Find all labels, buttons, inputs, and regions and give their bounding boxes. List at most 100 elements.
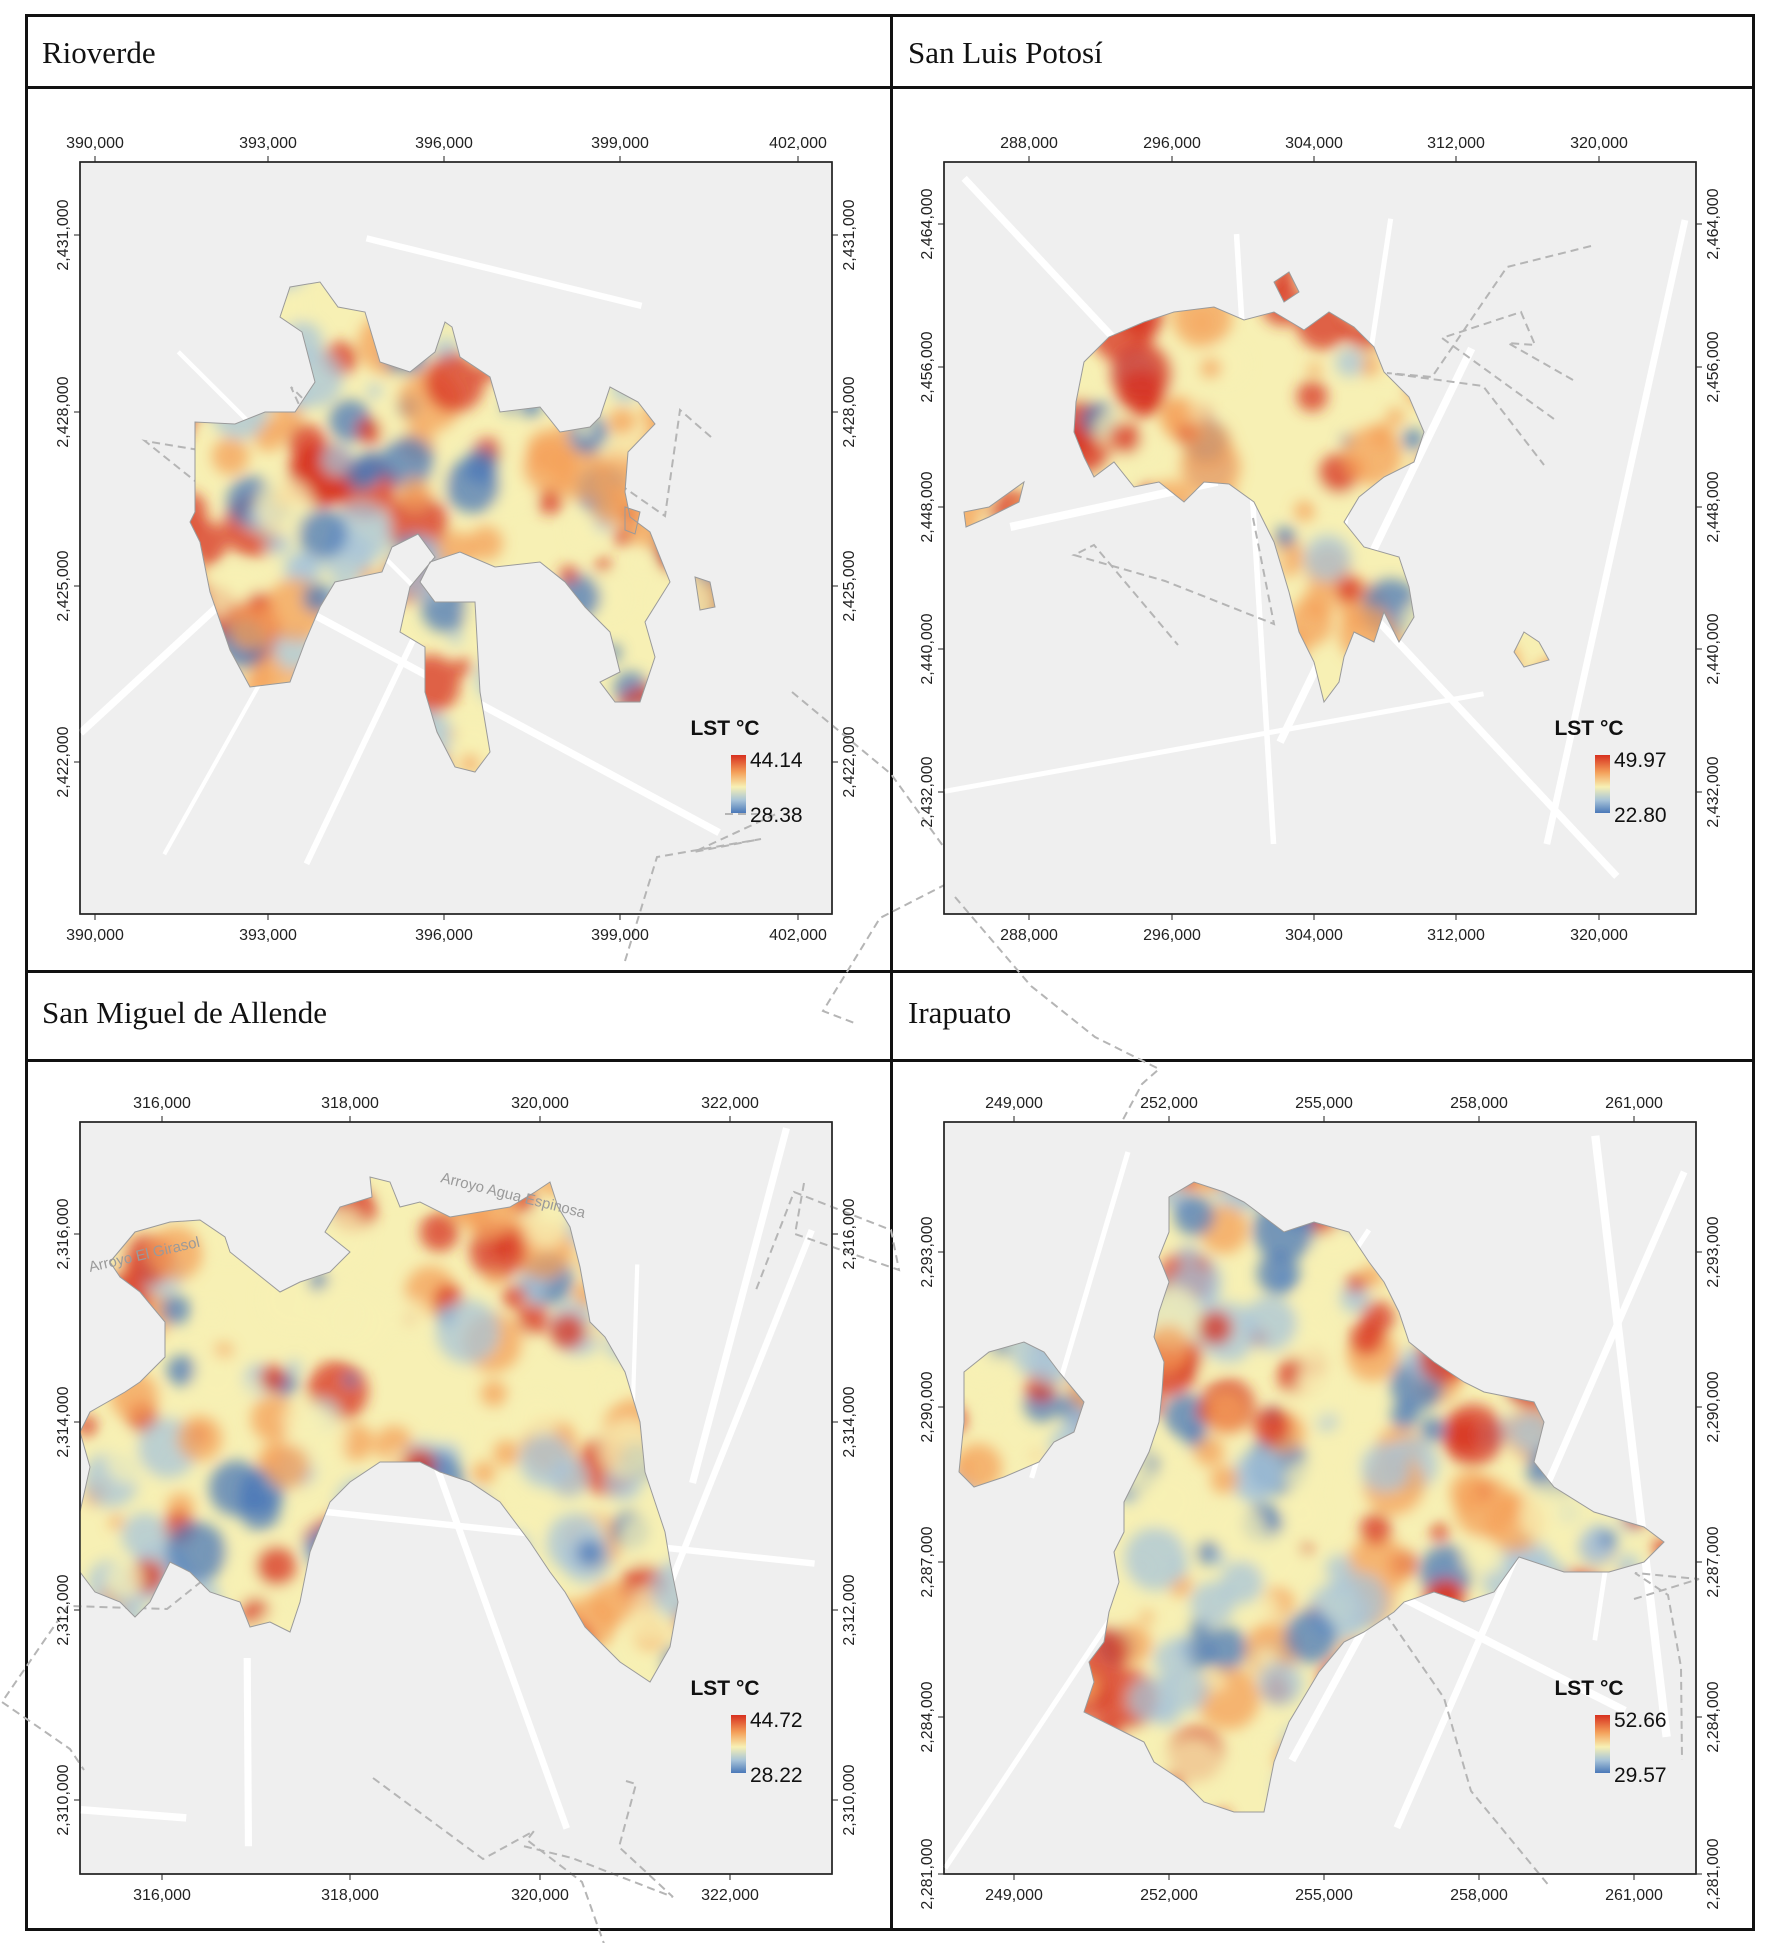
- lst-cell: [367, 383, 382, 399]
- lst-cell: [1304, 534, 1352, 582]
- lst-cell: [1255, 1737, 1270, 1752]
- x-tick-label-bottom: 261,000: [1605, 1887, 1663, 1904]
- lst-cell: [227, 604, 274, 650]
- lst-legend: LST °C 52.66 29.57: [1554, 1677, 1666, 1787]
- lst-cell: [1200, 357, 1222, 379]
- lst-cell: [1401, 428, 1424, 451]
- title-divider-bottom: [28, 1059, 1752, 1062]
- road: [80, 1805, 187, 1822]
- y-tick-label-right: 2,293,000: [1705, 1216, 1722, 1287]
- lst-cell: [1342, 426, 1402, 486]
- lst-cell: [1360, 1513, 1392, 1545]
- lst-cell: [982, 1402, 1000, 1420]
- x-tick-label-top: 296,000: [1143, 135, 1201, 152]
- y-tick-label-right: 2,432,000: [1705, 756, 1722, 827]
- map-frame: [79, 161, 833, 915]
- admin-boundary: [954, 896, 1161, 1173]
- lst-cell: [259, 1364, 287, 1392]
- lst-cell: [608, 407, 637, 436]
- lst-cell: [598, 443, 615, 460]
- lst-cell: [1242, 1296, 1298, 1351]
- lst-legend: LST °C 44.14 28.38: [690, 717, 802, 827]
- lst-cell: [1300, 1542, 1313, 1555]
- admin-boundary: [791, 691, 966, 1025]
- lst-cell: [1109, 421, 1142, 455]
- lst-cell: [502, 1284, 528, 1310]
- lst-cell: [1294, 500, 1315, 522]
- road: [243, 1657, 253, 1847]
- lst-cell: [525, 1206, 568, 1248]
- lst-cell: [1137, 394, 1158, 415]
- map-frame: [943, 1121, 1697, 1875]
- y-tick-label-right: 2,431,000: [841, 199, 858, 270]
- x-tick-label-top: 258,000: [1450, 1095, 1508, 1112]
- legend-color-ramp: [731, 755, 746, 813]
- y-tick-label-right: 2,456,000: [1705, 331, 1722, 402]
- legend-max-value: 44.14: [750, 749, 803, 772]
- road: [1591, 1135, 1671, 1738]
- lst-cell: [419, 1212, 459, 1252]
- lst-cell: [1430, 1523, 1449, 1542]
- y-tick-label-right: 2,428,000: [841, 376, 858, 447]
- city-outline-fragment: [694, 576, 716, 611]
- x-tick-label-bottom: 390,000: [66, 927, 124, 944]
- lst-cell: [208, 1460, 265, 1516]
- lst-cell: [480, 1380, 507, 1407]
- legend-title: LST °C: [690, 717, 759, 740]
- legend-color-ramp: [1595, 1715, 1610, 1773]
- y-tick-label-right: 2,314,000: [841, 1386, 858, 1457]
- lst-cell: [1335, 347, 1365, 377]
- y-tick-label-left: 2,310,000: [55, 1764, 72, 1835]
- map-san-miguel-de-allende: 316,000 316,000 318,000 318,000 320,000 320,0…: [0, 1095, 901, 1943]
- lst-cell: [1286, 1317, 1334, 1365]
- lst-cell: [1274, 526, 1296, 548]
- x-tick-label-bottom: 399,000: [591, 927, 649, 944]
- lst-cell: [460, 753, 480, 772]
- lst-cell: [1360, 1443, 1410, 1493]
- lst-cell: [1358, 354, 1382, 377]
- y-tick-label-left: 2,314,000: [55, 1386, 72, 1457]
- lst-cell: [391, 1299, 430, 1337]
- lst-cell: [1194, 315, 1210, 331]
- lst-cell: [1212, 1504, 1265, 1557]
- legend-max-value: 49.97: [1614, 749, 1667, 772]
- lst-cell: [1161, 397, 1194, 431]
- x-tick-label-bottom: 249,000: [985, 1887, 1043, 1904]
- y-tick-label-right: 2,312,000: [841, 1574, 858, 1645]
- lst-cell: [1204, 1391, 1247, 1433]
- panel-divider-horizontal: [28, 970, 1752, 973]
- lst-cell: [517, 1303, 550, 1336]
- x-tick-label-bottom: 258,000: [1450, 1887, 1508, 1904]
- admin-boundary: [0, 1564, 223, 1771]
- lst-cell: [1386, 407, 1405, 426]
- x-tick-label-bottom: 322,000: [701, 1887, 759, 1904]
- city-outline-fragment: [1513, 631, 1550, 668]
- lst-legend: LST °C 44.72 28.22: [690, 1677, 802, 1787]
- lst-cell: [453, 658, 472, 676]
- x-tick-label-bottom: 304,000: [1285, 927, 1343, 944]
- x-tick-label-top: 390,000: [66, 135, 124, 152]
- lst-cell: [1346, 1273, 1366, 1293]
- city-outline-fragment: [1273, 271, 1300, 303]
- lst-cell: [1284, 1461, 1320, 1497]
- map-irapuato: 249,000 249,000 252,000 252,000 255,000 255,0…: [919, 1095, 1722, 1910]
- y-tick-label-left: 2,464,000: [919, 188, 936, 259]
- lst-cell: [166, 1355, 197, 1386]
- admin-boundary: [1439, 310, 1574, 420]
- y-tick-label-right: 2,464,000: [1705, 188, 1722, 259]
- lst-cell: [355, 417, 383, 445]
- lst-cell: [1198, 1310, 1233, 1346]
- lst-cell: [247, 1378, 261, 1392]
- lst-cell: [193, 1352, 242, 1402]
- admin-boundary: [755, 1182, 901, 1291]
- lst-cell: [590, 1581, 635, 1626]
- y-tick-label-right: 2,422,000: [841, 726, 858, 797]
- lst-cell: [1349, 1462, 1364, 1477]
- lst-cell: [1220, 1560, 1264, 1605]
- city-outline-fragment: [624, 506, 641, 535]
- x-tick-label-top: 249,000: [985, 1095, 1043, 1112]
- x-tick-label-bottom: 288,000: [1000, 927, 1058, 944]
- lst-cell: [1334, 574, 1364, 604]
- y-tick-label-right: 2,287,000: [1705, 1526, 1722, 1597]
- lst-cell: [602, 1378, 619, 1396]
